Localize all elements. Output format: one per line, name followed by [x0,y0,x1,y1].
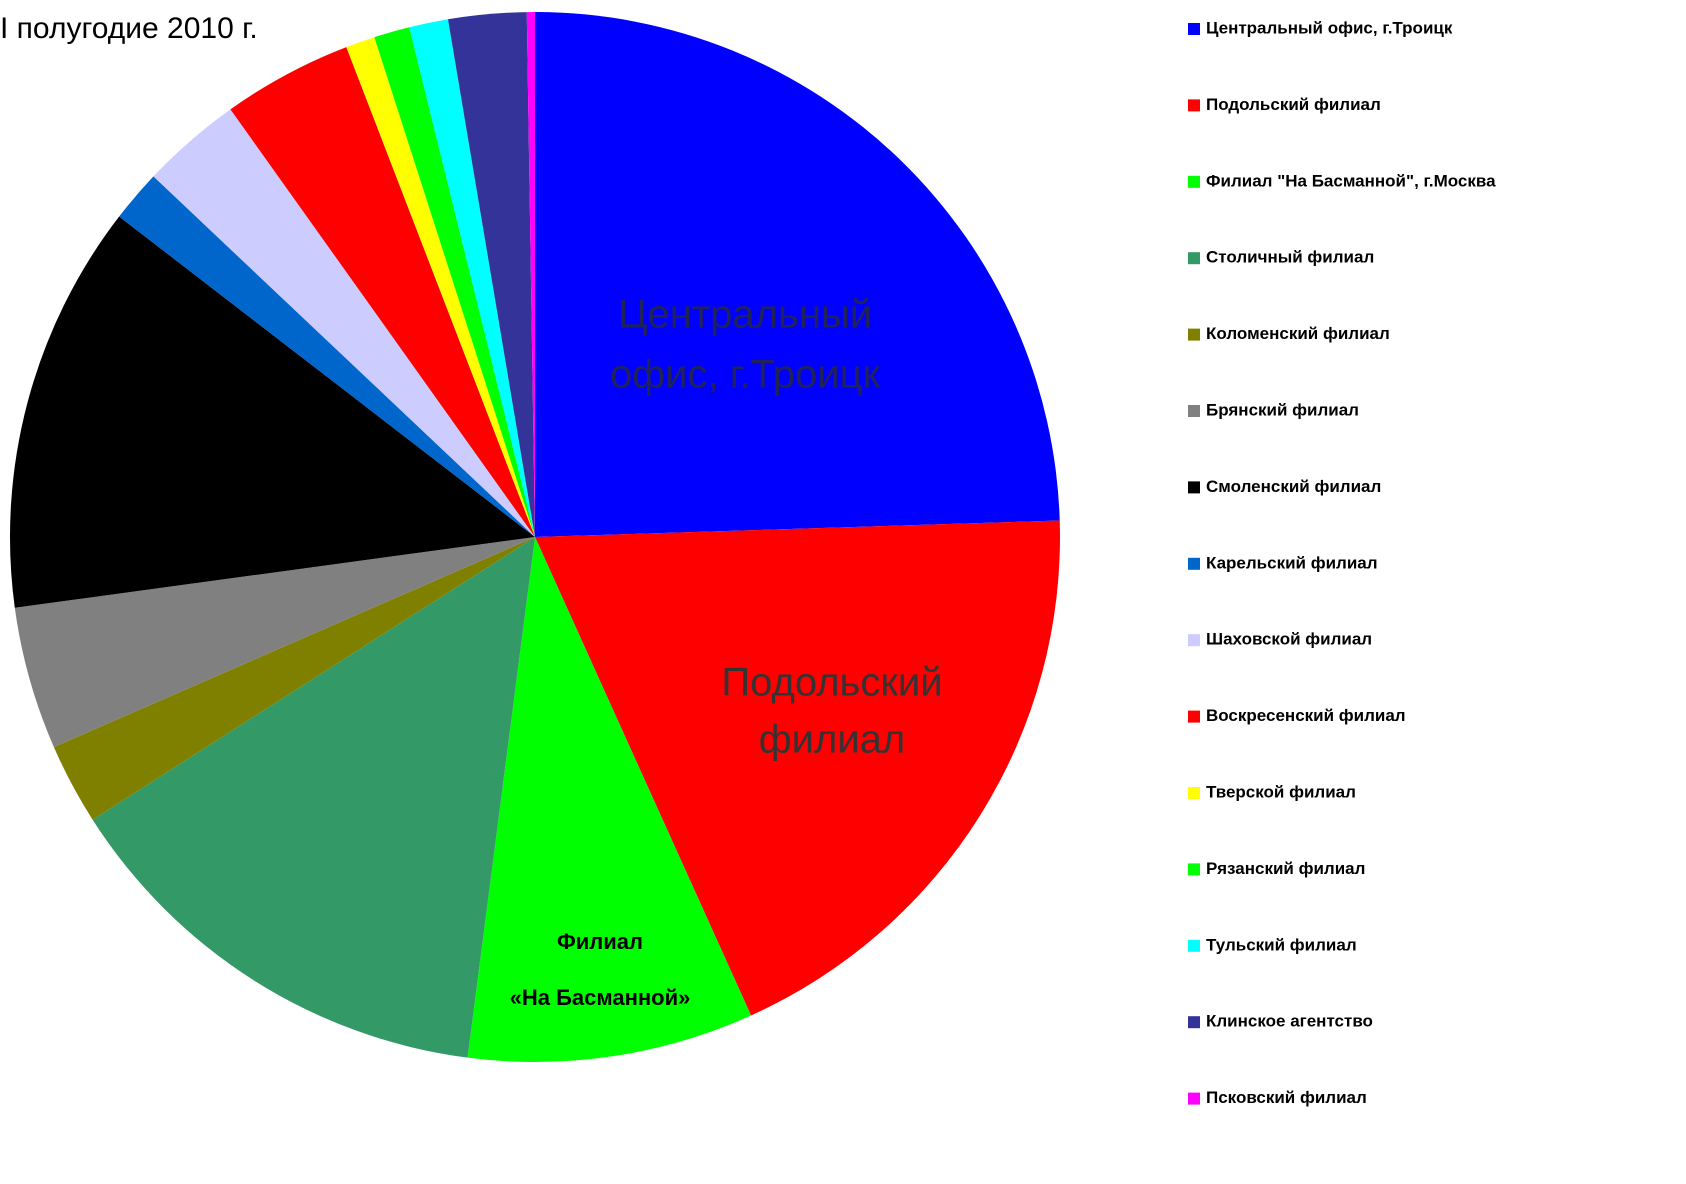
pie-slice [447,12,535,538]
legend-label: Подольский филиал [1206,95,1381,114]
legend-label: Центральный офис, г.Троицк [1206,18,1453,37]
pie-slice [14,537,535,748]
pie-slice [467,537,752,1062]
slice-label: офис, г.Троицк [610,353,880,397]
pie-slice [9,216,535,608]
legend-label: Карельский филиал [1206,553,1378,572]
legend-swatch [1188,481,1200,494]
pie-slice [153,109,535,537]
legend-label: Брянский филиал [1206,400,1359,419]
pie-slice [409,19,535,537]
legend-swatch [1188,23,1200,35]
pie-slice [230,47,535,538]
slice-label: Филиал [557,929,643,954]
slice-label: филиал [759,718,906,762]
legend-swatch [1188,863,1200,876]
pie-slice [92,537,536,1058]
pie-slice [374,27,535,538]
pie-slice [535,520,1060,1016]
legend-label: Шаховской филиал [1206,630,1372,649]
legend-label: Псковский филиал [1206,1088,1367,1107]
slice-label: Центральный [618,293,872,337]
legend-label: Воскресенский филиал [1206,706,1406,725]
legend-swatch [1188,710,1200,723]
slice-label: «На Басманной» [510,985,691,1010]
pie-slice [53,537,535,820]
chart-title: I полугодие 2010 г. [0,12,258,45]
legend-label: Клинское агентство [1206,1012,1373,1031]
legend-swatch [1188,1016,1200,1029]
pie-slice [119,176,535,537]
legend-label: Столичный филиал [1206,248,1374,267]
legend-swatch [1188,1092,1200,1105]
legend-swatch [1188,634,1200,647]
legend-swatch [1188,557,1200,570]
legend-swatch [1188,252,1200,265]
legend-swatch [1188,175,1200,188]
legend-label: Рязанский филиал [1206,859,1365,878]
legend-label: Филиал "На Басманной", г.Москва [1206,171,1496,190]
legend-swatch [1188,939,1200,952]
legend-swatch [1188,787,1200,799]
legend-swatch [1188,99,1200,112]
legend-swatch [1188,405,1200,417]
slice-label: Подольский [721,661,942,705]
legend-label: Тульский филиал [1206,935,1357,954]
pie-slice [526,12,535,537]
legend-swatch [1188,328,1200,341]
legend-label: Тверской филиал [1206,782,1356,801]
legend-label: Коломенский филиал [1206,324,1390,343]
pie-slice [346,37,535,538]
pie-slice [535,12,1060,537]
legend-label: Смоленский филиал [1206,477,1381,496]
